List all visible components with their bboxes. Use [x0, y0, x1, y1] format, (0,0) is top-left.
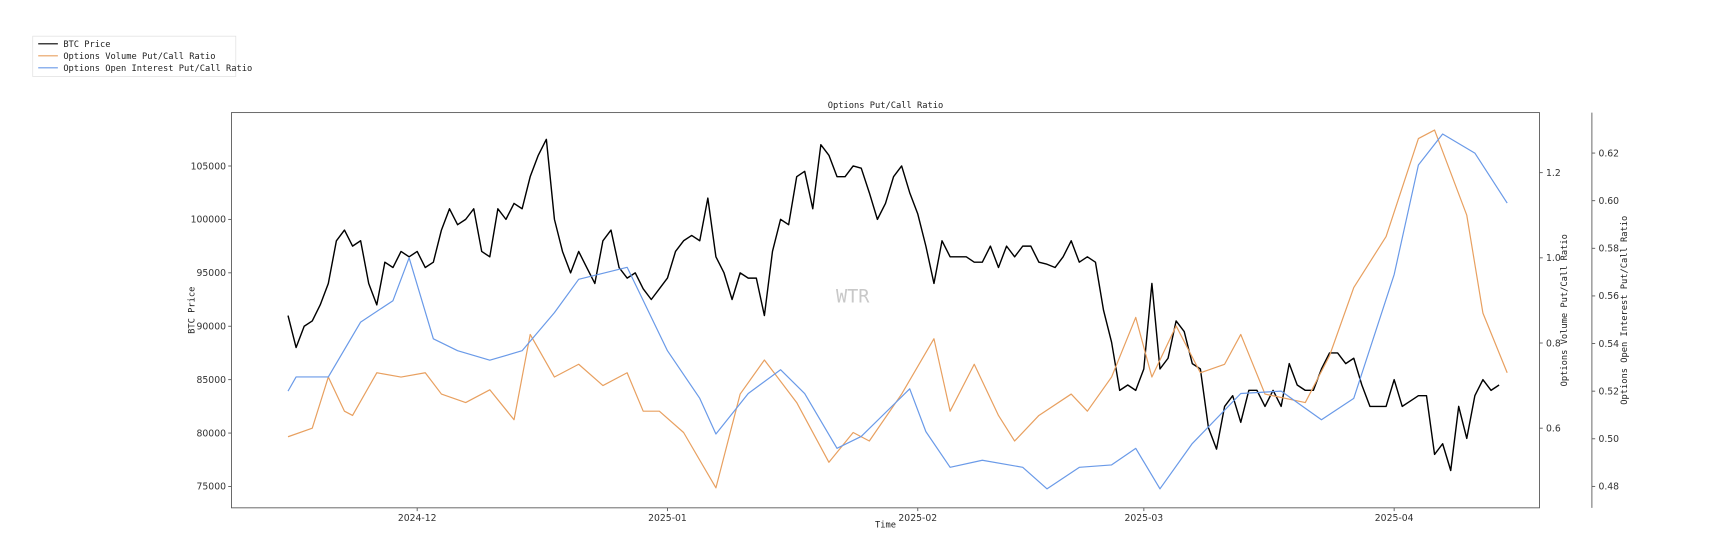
series-line-btc-price [287, 138, 1500, 472]
legend-box [32, 35, 237, 77]
y-left-tick-label: 100000 [191, 215, 226, 226]
series-line-oi-ratio [287, 133, 1508, 490]
x-tick-label: 2025-04 [1375, 513, 1414, 524]
series-layer [287, 129, 1508, 490]
y-right2-tick-label: 0.60 [1598, 196, 1619, 207]
y-right1-tick-label: 1.0 [1546, 253, 1561, 264]
plot-frame [231, 112, 1540, 509]
axes-layer: 2024-12 2025-01 2025-02 2025-03 2025-04 75000… [191, 112, 1619, 524]
y-axis-label-right2: Options Open Interest Put/Call Ratio [1620, 216, 1630, 405]
series-line-volume-ratio [287, 129, 1508, 489]
y-left-tick-label: 75000 [197, 482, 227, 493]
y-right2-tick-label: 0.50 [1598, 434, 1619, 445]
y-right1-tick-label: 0.8 [1546, 338, 1561, 349]
legend-label-btc: BTC Price [63, 40, 110, 50]
y-axis-label-right1: Options Volume Put/Call Ratio [1560, 234, 1570, 386]
y-left-tick-label: 105000 [191, 161, 226, 172]
y-right2-tick-label: 0.62 [1598, 148, 1619, 159]
x-tick-label: 2025-01 [648, 513, 687, 524]
chart-title: Options Put/Call Ratio [828, 101, 943, 111]
y-left-tick-label: 85000 [197, 375, 227, 386]
y-right2-tick-label: 0.58 [1598, 244, 1619, 255]
y-left-tick-label: 95000 [197, 268, 227, 279]
y-right2-tick-label: 0.54 [1598, 339, 1619, 350]
legend-label-volume: Options Volume Put/Call Ratio [63, 52, 215, 62]
watermark: WTR [836, 287, 870, 308]
x-tick-label: 2025-03 [1124, 513, 1163, 524]
y-right1-tick-label: 0.6 [1546, 423, 1561, 434]
y-axis-label-left: BTC Price [187, 287, 197, 334]
y-left-tick-label: 90000 [197, 322, 227, 333]
legend: BTC Price Options Volume Put/Call Ratio … [32, 35, 252, 77]
y-right2-tick-label: 0.52 [1598, 386, 1619, 397]
x-axis-label: Time [875, 520, 896, 530]
y-left-tick-label: 80000 [197, 428, 227, 439]
x-tick-label: 2024-12 [398, 513, 437, 524]
x-tick-label: 2025-02 [898, 513, 937, 524]
legend-label-oi: Options Open Interest Put/Call Ratio [63, 64, 252, 74]
y-right2-tick-label: 0.48 [1598, 482, 1619, 493]
y-right1-tick-label: 1.2 [1546, 168, 1561, 179]
y-right2-tick-label: 0.56 [1598, 291, 1619, 302]
